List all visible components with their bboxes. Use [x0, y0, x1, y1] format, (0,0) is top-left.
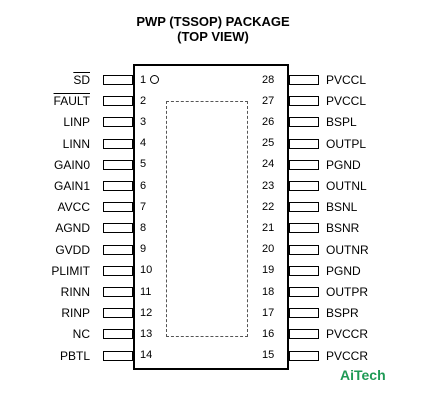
- pin-number: 13: [140, 327, 153, 340]
- pin-number: 21: [262, 221, 275, 234]
- package-title: PWP (TSSOP) PACKAGE: [136, 14, 290, 29]
- right-pin-lead: [289, 265, 319, 276]
- pin-label: OUTNR: [326, 242, 369, 257]
- pin-number: 11: [140, 285, 152, 298]
- pin-number: 27: [262, 94, 275, 107]
- pin-label: RINP: [61, 306, 90, 321]
- pin-label: BSNL: [326, 200, 358, 215]
- left-pin-lead: [103, 181, 133, 191]
- pin-number: 23: [262, 179, 275, 192]
- right-pin-lead: [289, 223, 319, 234]
- pin-label: PVCCR: [326, 327, 369, 342]
- left-pin-lead: [103, 265, 133, 276]
- pin-number: 4: [140, 137, 147, 150]
- pin-label: PVCCL: [326, 94, 367, 109]
- pin-label: GAIN0: [53, 157, 90, 172]
- pin-number: 8: [140, 221, 147, 234]
- pin-number: 19: [262, 264, 275, 277]
- left-pin-lead: [103, 244, 133, 255]
- pin-label: BSPR: [326, 306, 359, 321]
- pin-number: 6: [140, 179, 147, 192]
- pin-label: BSNR: [326, 221, 360, 236]
- right-pin-lead: [289, 308, 319, 319]
- pin-label: FAULT: [53, 94, 90, 109]
- pin-number: 2: [140, 94, 147, 107]
- right-pin-lead: [289, 117, 319, 128]
- right-pin-lead: [289, 287, 319, 297]
- pin-number: 28: [262, 73, 275, 86]
- left-pin-lead: [103, 96, 133, 107]
- pin-label: GAIN1: [53, 179, 90, 193]
- right-pin-lead: [289, 75, 319, 85]
- pin-label: NC: [72, 327, 90, 342]
- right-pin-lead: [289, 350, 319, 361]
- pin-label: AGND: [55, 221, 90, 236]
- left-pin-lead: [103, 75, 133, 85]
- pin-label: PLIMIT: [51, 263, 90, 278]
- left-pin-lead: [103, 350, 133, 361]
- pin-label: PBTL: [59, 348, 90, 363]
- pin-number: 10: [140, 264, 153, 277]
- pin-label: OUTPL: [326, 136, 367, 151]
- right-pin-lead: [289, 329, 319, 340]
- pin-label: SD: [73, 73, 90, 87]
- ic-package-body: [133, 64, 289, 370]
- pin-label: BSPL: [326, 115, 357, 130]
- pin-number: 25: [262, 137, 275, 150]
- right-pin-lead: [289, 159, 319, 170]
- pin-label: PVCCL: [326, 73, 367, 87]
- pin-number: 22: [262, 200, 275, 213]
- right-pin-lead: [289, 181, 319, 191]
- left-pin-lead: [103, 117, 133, 128]
- pin-number: 20: [262, 243, 275, 256]
- pin-label: LINN: [62, 136, 90, 151]
- pin-label: OUTPR: [326, 285, 368, 299]
- pin-number: 12: [140, 306, 153, 319]
- pin-label: PGND: [326, 263, 361, 278]
- pin-number: 17: [262, 306, 275, 319]
- left-pin-lead: [103, 159, 133, 170]
- pin-number: 3: [140, 115, 147, 128]
- pin-label: PGND: [326, 157, 361, 172]
- pin-label: LINP: [63, 115, 90, 130]
- right-pin-lead: [289, 138, 319, 149]
- pin-label: RINN: [60, 285, 90, 299]
- left-pin-lead: [103, 287, 133, 297]
- pin-number: 16: [262, 327, 275, 340]
- thermal-pad-outline: [166, 101, 248, 337]
- pin-number: 24: [262, 158, 275, 171]
- right-pin-lead: [289, 244, 319, 255]
- pin-number: 15: [262, 349, 275, 362]
- left-pin-lead: [103, 308, 133, 319]
- pin-number: 9: [140, 243, 147, 256]
- pin1-marker-icon: [150, 75, 159, 84]
- left-pin-lead: [103, 138, 133, 149]
- right-pin-lead: [289, 96, 319, 107]
- pin-label: GVDD: [55, 242, 90, 257]
- pin-number: 26: [262, 115, 275, 128]
- pin-number: 7: [140, 200, 147, 213]
- right-pin-lead: [289, 202, 319, 213]
- view-subtitle: (TOP VIEW): [177, 29, 249, 44]
- pin-label: OUTNL: [326, 179, 367, 193]
- pin-label: AVCC: [57, 200, 90, 215]
- left-pin-lead: [103, 329, 133, 340]
- left-pin-lead: [103, 223, 133, 234]
- left-pin-lead: [103, 202, 133, 213]
- pin-number: 18: [262, 285, 275, 298]
- pin-number: 14: [140, 349, 153, 362]
- pin-number: 5: [140, 158, 147, 171]
- watermark-logo: AiTech: [340, 367, 386, 383]
- pin-label: PVCCR: [326, 348, 369, 363]
- pin-number: 1: [140, 73, 147, 86]
